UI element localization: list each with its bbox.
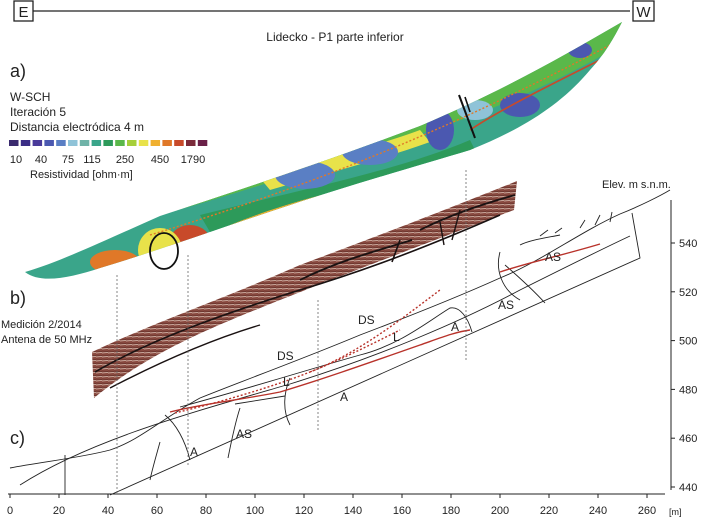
panel-a-label: a): [10, 61, 26, 81]
color-swatch: [115, 140, 125, 146]
section-label: L: [283, 375, 290, 389]
scale-value: 40: [35, 154, 47, 166]
section-label: AS: [236, 427, 252, 441]
distance-tick-label: 260: [638, 505, 656, 517]
cross-section: [9, 189, 671, 496]
orientation-bar: E W: [13, 0, 655, 22]
ert-iteration: Iteración 5: [10, 105, 66, 119]
color-swatch: [186, 140, 196, 146]
section-label: AS: [545, 250, 561, 264]
ert-method: W-SCH: [10, 90, 50, 104]
section-label: DS: [277, 349, 294, 363]
resistivity-scale-values: 10 40 75 115 250 450 1790: [10, 154, 205, 166]
color-swatch: [32, 140, 43, 146]
distance-tick-label: 180: [442, 505, 460, 517]
elevation-tick-label: 440: [679, 482, 697, 494]
gpr-date: Medición 2/2014: [1, 319, 82, 331]
ert-spacing: Distancia electródica 4 m: [10, 120, 144, 134]
section-label: A: [451, 320, 459, 334]
section-label: L: [393, 330, 400, 344]
guide-lines: [116, 170, 467, 495]
distance-axis-unit: [m]: [669, 507, 682, 517]
scale-value: 75: [62, 154, 74, 166]
figure-title: Lidecko - P1 parte inferior: [266, 30, 403, 44]
color-swatch: [138, 140, 149, 146]
section-label: AS: [498, 298, 514, 312]
section-red-lines: [169, 243, 601, 414]
scale-value: 250: [116, 154, 134, 166]
distance-tick-label: 40: [102, 505, 114, 517]
panel-c-label: c): [10, 428, 25, 448]
color-swatch: [174, 140, 184, 146]
color-swatch: [91, 140, 102, 146]
distance-tick-label: 140: [344, 505, 362, 517]
distance-tick-label: 20: [53, 505, 65, 517]
section-unit-labels: AS AS DS DS L L A A A AS: [190, 250, 561, 459]
elevation-axis-ticks: 440 460 480 500 520 540: [671, 238, 697, 494]
distance-tick-label: 60: [151, 505, 163, 517]
elevation-tick-label: 480: [679, 384, 697, 396]
distance-tick-label: 160: [393, 505, 411, 517]
section-label: DS: [358, 313, 375, 327]
distance-axis-ticks: 0 20 40 60 80 100 120 140 160 180 200 220 240 260: [7, 494, 656, 517]
color-swatch: [150, 140, 161, 146]
color-swatch: [56, 140, 66, 146]
color-swatch: [197, 140, 208, 146]
elevation-tick-label: 500: [679, 336, 697, 348]
distance-tick-label: 200: [491, 505, 509, 517]
gpr-radargram: [92, 181, 517, 398]
east-label: E: [18, 4, 28, 21]
scale-value: 10: [10, 154, 22, 166]
color-swatch: [103, 140, 113, 146]
color-swatch: [79, 140, 90, 146]
elevation-tick-label: 520: [679, 287, 697, 299]
scale-value: 450: [151, 154, 169, 166]
ert-tomogram: [25, 22, 622, 279]
gpr-antenna: Antena de 50 MHz: [1, 334, 92, 346]
section-label: A: [340, 390, 348, 404]
distance-tick-label: 240: [589, 505, 607, 517]
color-swatch: [20, 140, 31, 146]
elevation-axis-title: Elev. m s.n.m.: [602, 179, 671, 191]
distance-tick-label: 80: [200, 505, 212, 517]
scale-value: 115: [83, 154, 101, 166]
elevation-tick-label: 540: [679, 238, 697, 250]
color-swatch: [68, 140, 78, 146]
west-label: W: [636, 4, 651, 21]
color-swatch: [127, 140, 137, 146]
resistivity-color-scale: [9, 140, 208, 146]
elevation-tick-label: 460: [679, 433, 697, 445]
resistivity-unit: Resistividad [ohm·m]: [30, 169, 133, 181]
distance-tick-label: 220: [540, 505, 558, 517]
section-label: A: [190, 445, 198, 459]
color-swatch: [44, 140, 54, 146]
distance-tick-label: 0: [7, 505, 13, 517]
color-swatch: [9, 140, 19, 146]
color-swatch: [162, 140, 172, 146]
distance-tick-label: 120: [295, 505, 313, 517]
panel-b-label: b): [10, 288, 26, 308]
distance-tick-label: 100: [246, 505, 264, 517]
scale-value: 1790: [181, 154, 205, 166]
